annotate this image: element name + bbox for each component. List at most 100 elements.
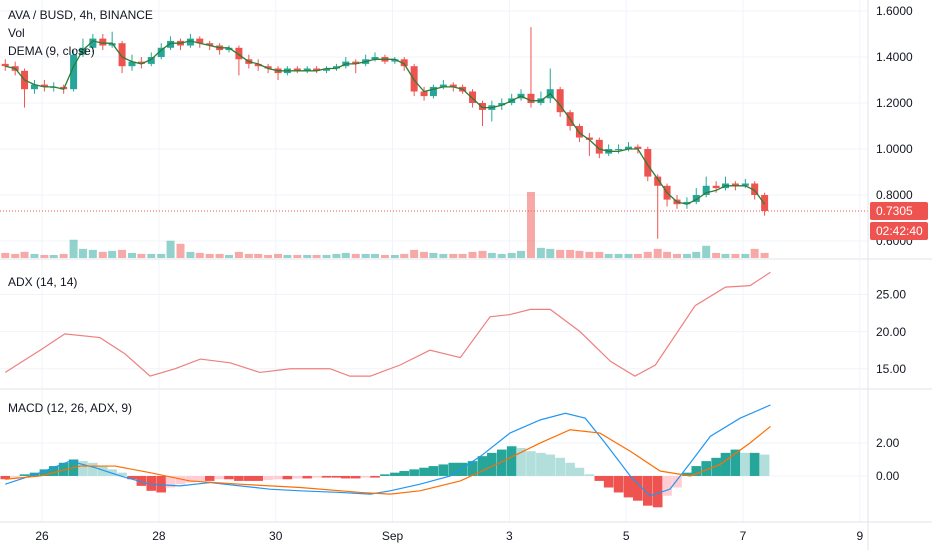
macd-histogram-bar <box>156 475 167 493</box>
macd-histogram-bar <box>662 475 672 496</box>
marks-layer <box>0 27 868 508</box>
macd-histogram-bar <box>350 475 361 479</box>
volume-bar <box>712 252 721 258</box>
candle-body <box>391 59 399 62</box>
candle-body <box>556 89 564 113</box>
x-tick-label: 9 <box>856 529 863 543</box>
volume-bar <box>147 253 156 258</box>
macd-histogram-bar <box>428 466 439 476</box>
volume-bar <box>244 253 253 258</box>
dema-line <box>5 40 766 205</box>
candle-body <box>420 91 428 97</box>
macd-histogram-bar <box>194 475 205 481</box>
y-tick-label: 0.8000 <box>876 188 913 202</box>
volume-bar <box>672 253 681 258</box>
volume-bar <box>11 253 20 258</box>
volume-bar <box>49 254 58 258</box>
macd-histogram-bar <box>224 475 234 480</box>
volume-bar <box>293 254 302 258</box>
volume-bar <box>303 254 312 258</box>
candle-body <box>89 38 97 48</box>
candle-body <box>439 84 447 87</box>
volume-bar <box>215 253 224 258</box>
x-tick-label: 30 <box>269 529 283 543</box>
volume-bar <box>653 248 662 258</box>
candle-body <box>731 183 739 186</box>
macd-histogram-bar <box>302 475 313 479</box>
volume-bar <box>312 254 321 258</box>
macd-histogram-bar <box>691 466 702 476</box>
candle-body <box>70 54 78 90</box>
candle-body <box>118 43 126 67</box>
macd-histogram-bar <box>399 471 410 476</box>
candle-body <box>595 139 603 154</box>
candle-body <box>196 38 204 44</box>
candle-body <box>313 68 321 71</box>
candle-body <box>615 148 623 150</box>
volume-bar <box>604 253 613 258</box>
volume-bar <box>702 245 711 258</box>
volume-bar <box>731 253 740 258</box>
macd-histogram-bar <box>117 472 127 476</box>
macd-histogram-bar <box>574 467 585 476</box>
candle-body <box>634 146 642 149</box>
macd-histogram-bar <box>516 447 526 476</box>
macd-histogram-bar <box>759 454 770 476</box>
volume-bar <box>429 252 438 258</box>
volume-bar <box>546 248 555 258</box>
candle-body <box>225 47 233 51</box>
volume-bar <box>390 254 399 258</box>
macd-histogram-bar <box>419 467 429 476</box>
candle-body <box>137 61 145 64</box>
macd-histogram-bar <box>19 474 30 476</box>
macd-histogram-bar <box>10 475 20 478</box>
y-tick-label: 0.00 <box>876 469 900 483</box>
volume-bar <box>380 254 389 258</box>
macd-histogram-bar <box>642 475 653 506</box>
volume-bar <box>59 253 68 258</box>
volume-bar <box>157 253 166 258</box>
last-price-box <box>870 201 928 220</box>
macd-histogram-bar <box>438 464 449 476</box>
volume-bar <box>449 253 458 258</box>
macd-histogram-bar <box>701 461 711 476</box>
volume-bar <box>40 254 49 258</box>
candle-body <box>751 183 759 196</box>
macd-histogram-bar <box>331 475 342 478</box>
volume-bar <box>254 253 263 258</box>
volume-bar <box>30 253 39 258</box>
candle-body <box>206 43 214 46</box>
candle-body <box>293 68 301 71</box>
volume-bar <box>566 249 575 258</box>
macd-histogram-bar <box>506 446 517 476</box>
signal-line <box>5 426 771 495</box>
candle-body <box>264 66 272 69</box>
volume-bar <box>186 251 195 258</box>
macd-histogram-bar <box>273 475 283 480</box>
volume-bar <box>264 254 273 258</box>
macd-histogram-bar <box>467 461 478 476</box>
macd-histogram-bar <box>730 449 741 476</box>
macd-histogram-bar <box>584 474 595 476</box>
y-tick-label: 1.2000 <box>876 96 913 110</box>
macd-histogram-bar <box>165 475 176 488</box>
volume-bar <box>108 250 117 258</box>
adx-line <box>4 271 771 377</box>
macd-histogram-bar <box>360 475 371 478</box>
macd-histogram-bar <box>292 475 303 479</box>
volume-bar <box>682 253 691 258</box>
macd-histogram-bar <box>253 475 263 481</box>
volume-bar <box>98 251 107 258</box>
volume-bar <box>274 253 283 258</box>
volume-bar <box>20 251 29 258</box>
volume-bar <box>78 248 87 258</box>
volume-bar <box>468 251 477 258</box>
candle-body <box>352 61 360 64</box>
volume-bar <box>361 253 370 258</box>
macd-histogram-bar <box>282 475 293 480</box>
volume-bar <box>741 253 750 258</box>
candle-body <box>332 66 340 69</box>
macd-histogram-bar <box>136 475 147 486</box>
